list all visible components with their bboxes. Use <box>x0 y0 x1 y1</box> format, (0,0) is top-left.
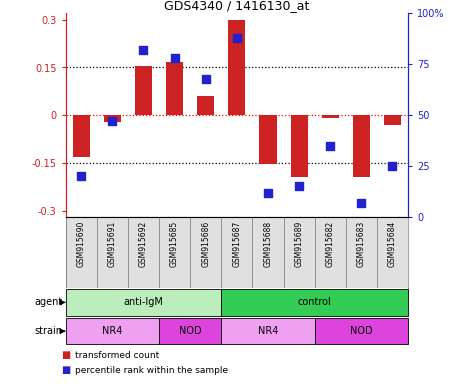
Bar <box>166 62 183 115</box>
Text: GSM915692: GSM915692 <box>139 220 148 267</box>
Point <box>202 76 210 82</box>
Bar <box>159 318 221 344</box>
Point <box>295 184 303 190</box>
Bar <box>73 115 90 157</box>
Bar <box>66 289 221 316</box>
Text: GSM915691: GSM915691 <box>108 220 117 267</box>
Point <box>357 200 365 206</box>
Text: GSM915684: GSM915684 <box>388 220 397 267</box>
Text: ■: ■ <box>61 366 70 376</box>
Bar <box>315 318 408 344</box>
Bar <box>384 115 401 125</box>
Bar <box>104 115 121 122</box>
Bar <box>377 217 408 288</box>
Bar <box>197 96 214 115</box>
Bar <box>97 217 128 288</box>
Point <box>140 47 147 53</box>
Bar <box>135 66 152 115</box>
Text: control: control <box>298 297 332 308</box>
Bar <box>259 115 277 164</box>
Text: NR4: NR4 <box>102 326 122 336</box>
Text: agent: agent <box>34 297 62 308</box>
Bar <box>221 217 252 288</box>
Bar <box>128 217 159 288</box>
Point <box>326 143 334 149</box>
Bar <box>322 115 339 118</box>
Point <box>264 189 272 195</box>
Text: NOD: NOD <box>179 326 202 336</box>
Bar <box>228 20 245 115</box>
Bar <box>353 115 370 177</box>
Bar <box>159 217 190 288</box>
Text: anti-IgM: anti-IgM <box>123 297 163 308</box>
Text: ■: ■ <box>61 350 70 360</box>
Bar <box>346 217 377 288</box>
Point <box>77 173 85 179</box>
Point <box>233 35 241 41</box>
Text: GSM915683: GSM915683 <box>357 220 366 267</box>
Text: transformed count: transformed count <box>75 351 159 360</box>
Title: GDS4340 / 1416130_at: GDS4340 / 1416130_at <box>164 0 310 12</box>
Bar <box>252 217 284 288</box>
Bar <box>66 318 159 344</box>
Text: GSM915687: GSM915687 <box>232 220 242 267</box>
Text: GSM915686: GSM915686 <box>201 220 210 267</box>
Text: GSM915682: GSM915682 <box>325 220 335 266</box>
Bar <box>284 217 315 288</box>
Bar <box>221 318 315 344</box>
Bar <box>66 217 97 288</box>
Text: NR4: NR4 <box>258 326 278 336</box>
Text: NOD: NOD <box>350 326 373 336</box>
Text: GSM915688: GSM915688 <box>264 220 272 266</box>
Text: GSM915690: GSM915690 <box>77 220 86 267</box>
Point <box>109 118 116 124</box>
Point <box>171 55 178 61</box>
Text: GSM915689: GSM915689 <box>295 220 303 267</box>
Bar <box>190 217 221 288</box>
Bar <box>290 115 308 177</box>
Text: percentile rank within the sample: percentile rank within the sample <box>75 366 228 375</box>
Point <box>389 163 396 169</box>
Bar <box>315 217 346 288</box>
Bar <box>221 289 408 316</box>
Text: GSM915685: GSM915685 <box>170 220 179 267</box>
Text: strain: strain <box>35 326 62 336</box>
